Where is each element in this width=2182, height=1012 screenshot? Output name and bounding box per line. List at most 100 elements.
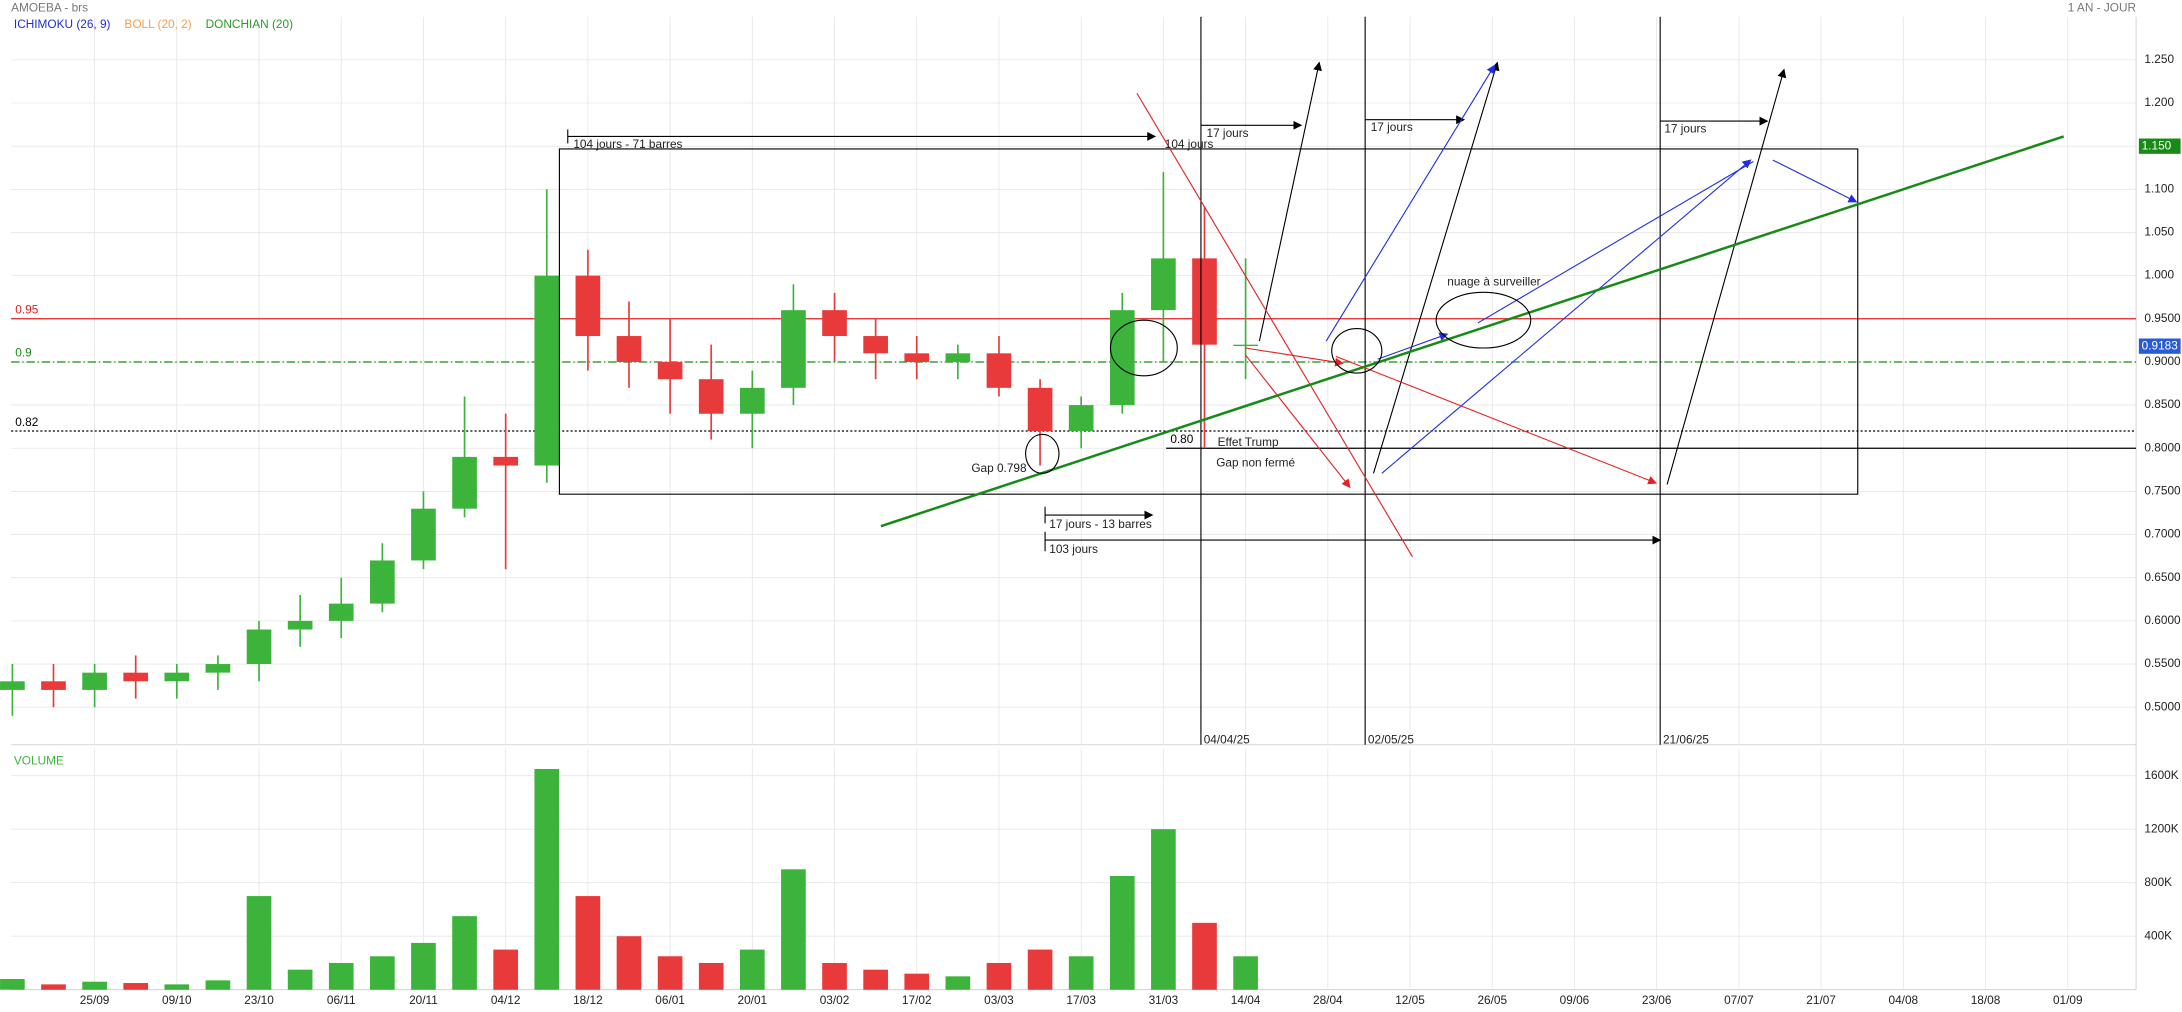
- candle-body: [863, 336, 888, 354]
- volume-bar: [1151, 829, 1176, 990]
- y-tick-label: 1.100: [2144, 181, 2174, 195]
- level-label: 0.80: [1170, 432, 1193, 446]
- y-tick-label: 0.6500: [2144, 570, 2181, 584]
- grid-layer: 0.5000 0.5500 0.6000 0.6500 0.7000 0.7500 0.80…: [11, 16, 2181, 1007]
- highlight: [1109, 319, 1178, 377]
- x-tick-label: 28/04: [1313, 993, 1343, 1007]
- candle-body: [616, 336, 642, 362]
- volume-bar: [863, 969, 888, 990]
- x-tick-label: 23/10: [244, 993, 274, 1007]
- candle-body: [123, 672, 149, 682]
- x-tick-label: 18/08: [1971, 993, 2001, 1007]
- x-tick-label: 23/06: [1642, 993, 1672, 1007]
- x-tick-label: 03/02: [820, 993, 850, 1007]
- candle-body: [493, 456, 519, 466]
- x-tick-label: 03/03: [984, 993, 1014, 1007]
- volume-bar: [411, 942, 436, 990]
- candle-body: [698, 379, 724, 414]
- x-tick-label: 31/03: [1149, 993, 1179, 1007]
- annotation: Gap non fermé: [1216, 456, 1295, 470]
- x-tick-label: 20/11: [409, 993, 438, 1007]
- y-tick-label: 0.7000: [2144, 527, 2181, 541]
- volume-bar: [370, 956, 395, 990]
- level-label: 0.82: [15, 415, 38, 429]
- highlight: [1025, 433, 1060, 474]
- annotation: 103 jours: [1049, 542, 1098, 556]
- y-tick-label: 0.8000: [2144, 440, 2181, 454]
- range-box: [558, 148, 1859, 495]
- y-tick-label: 1200K: [2144, 821, 2178, 835]
- y-tick-label: 1.000: [2144, 268, 2174, 282]
- x-tick-label: 01/09: [2053, 993, 2083, 1007]
- annotation: Effet Trump: [1218, 435, 1279, 449]
- x-tick-label: 21/07: [1806, 993, 1836, 1007]
- y-tick-label: 0.5500: [2144, 656, 2181, 670]
- projection: [1477, 160, 1754, 324]
- candle-body: [781, 310, 806, 388]
- annotation: 17 jours: [1664, 122, 1706, 136]
- candle-body: [328, 603, 354, 621]
- projection: [1381, 159, 1752, 474]
- volume-bar: [123, 983, 149, 990]
- annotation: nuage à surveiller: [1447, 275, 1540, 289]
- legend-entry: BOLL (20, 2): [124, 17, 191, 31]
- volume-bar: [945, 976, 971, 990]
- y-tick-label: 0.8500: [2144, 397, 2181, 411]
- candle-body: [1027, 387, 1053, 431]
- candle-body: [205, 664, 231, 673]
- volume-bar: [534, 768, 560, 990]
- candle-body: [0, 681, 25, 690]
- volume-bar: [0, 979, 25, 990]
- y-tick-label: 800K: [2144, 875, 2172, 889]
- annotations: 104 jours - 71 barres 104 jours 17 jours…: [558, 16, 2065, 747]
- candle-body: [287, 620, 313, 630]
- projection: [1666, 68, 1787, 485]
- volume-bar: [904, 973, 930, 990]
- y-tick-label: 1.050: [2144, 225, 2174, 239]
- x-tick-label: 17/03: [1066, 993, 1096, 1007]
- y-tick-label: 1600K: [2144, 768, 2178, 782]
- annotation: 17 jours: [1207, 126, 1249, 140]
- volume-bar: [205, 980, 231, 990]
- volume-bar: [287, 969, 313, 990]
- annotation: 17 jours - 13 barres: [1049, 517, 1152, 531]
- candle-body: [1192, 258, 1217, 345]
- x-tick-label: 09/10: [162, 993, 192, 1007]
- volume-bar: [246, 896, 272, 990]
- candle-body: [1068, 405, 1094, 431]
- candle-body: [1233, 344, 1258, 347]
- volume-bar: [739, 949, 765, 990]
- annotation: 04/04/25: [1204, 733, 1250, 747]
- candle-body: [739, 387, 765, 414]
- volume-bar: [575, 896, 601, 990]
- x-tick-label: 07/07: [1724, 993, 1754, 1007]
- price-tag: [2138, 138, 2181, 154]
- x-tick-label: 04/08: [1889, 993, 1919, 1007]
- candle-body: [246, 629, 272, 665]
- volume-bar: [452, 916, 477, 990]
- marks-layer: [0, 172, 1258, 990]
- candle-body: [1109, 310, 1135, 406]
- candle-body: [986, 353, 1012, 388]
- legend-entry: ICHIMOKU (26, 9): [14, 17, 111, 31]
- volume-bar: [698, 962, 724, 990]
- projection: [1325, 64, 1496, 342]
- volume-bar: [616, 936, 642, 990]
- volume-bar: [657, 956, 683, 990]
- projection: [1245, 347, 1344, 367]
- volume-bar: [1109, 876, 1135, 990]
- y-tick-label: 1.250: [2144, 52, 2174, 66]
- price-tag-label: 1.150: [2142, 138, 2172, 152]
- annotation: Gap 0.798: [971, 461, 1027, 475]
- candle-body: [452, 456, 477, 509]
- volume-bar: [986, 962, 1012, 990]
- price-tag: [2138, 338, 2181, 354]
- x-tick-label: 04/12: [491, 993, 521, 1007]
- volume-bar: [822, 962, 847, 990]
- candle-body: [1151, 258, 1176, 311]
- candle-body: [657, 361, 683, 380]
- panel-title: VOLUME: [14, 754, 64, 768]
- candle-body: [822, 310, 847, 337]
- annotation: 17 jours: [1371, 120, 1413, 134]
